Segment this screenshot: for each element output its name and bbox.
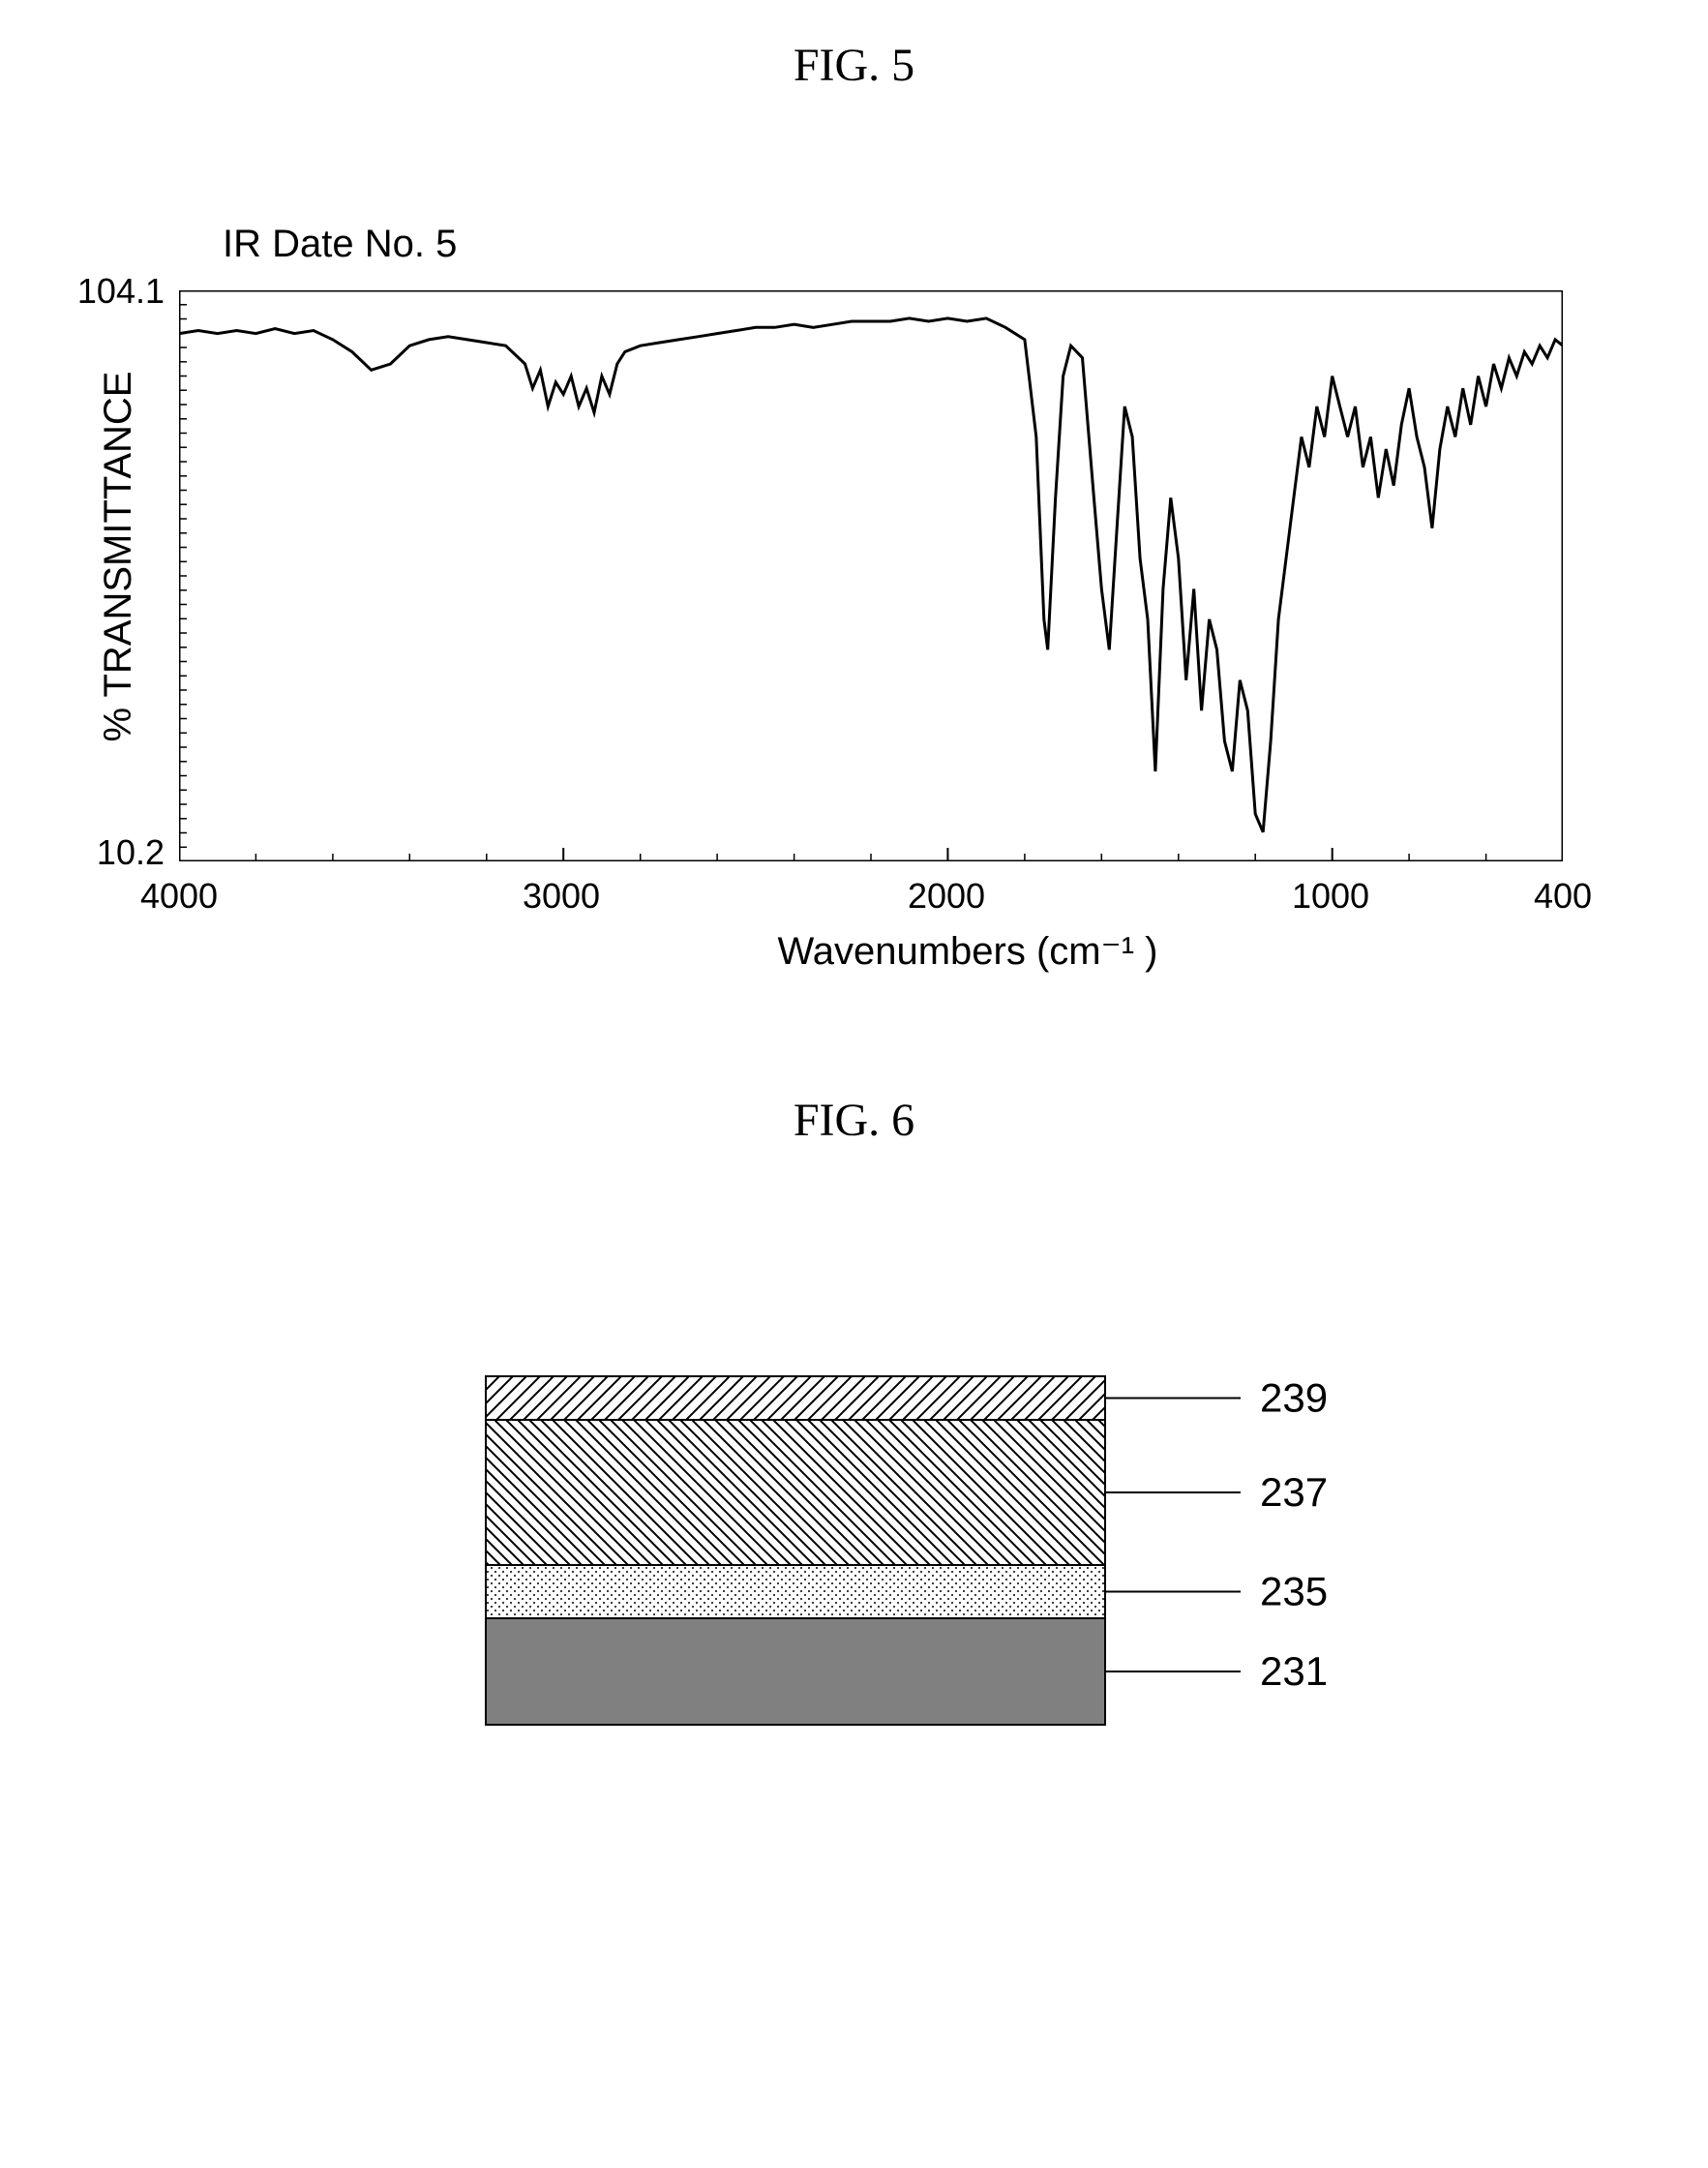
xtick-1: 3000 [513, 876, 610, 917]
xtick-4: 400 [1505, 876, 1621, 917]
svg-text:237: 237 [1260, 1469, 1328, 1515]
xtick-2: 2000 [898, 876, 995, 917]
chart-subtitle: IR Date No. 5 [223, 223, 457, 266]
ytick-bottom: 10.2 [58, 832, 165, 873]
figure-6-title: FIG. 6 [0, 1094, 1708, 1147]
layer-stack-diagram: 239 237 235 231 [484, 1374, 1423, 1731]
y-axis-label: % TRANSMITTANCE [97, 339, 140, 774]
svg-text:231: 231 [1260, 1648, 1328, 1694]
svg-text:239: 239 [1260, 1375, 1328, 1421]
xtick-3: 1000 [1282, 876, 1379, 917]
svg-text:235: 235 [1260, 1569, 1328, 1614]
x-axis-label: Wavenumbers (cm⁻¹ ) [677, 929, 1258, 974]
xtick-0: 4000 [131, 876, 227, 917]
ir-spectrum-chart [179, 290, 1563, 861]
figure-5-title: FIG. 5 [0, 39, 1708, 92]
ytick-top: 104.1 [58, 271, 165, 312]
